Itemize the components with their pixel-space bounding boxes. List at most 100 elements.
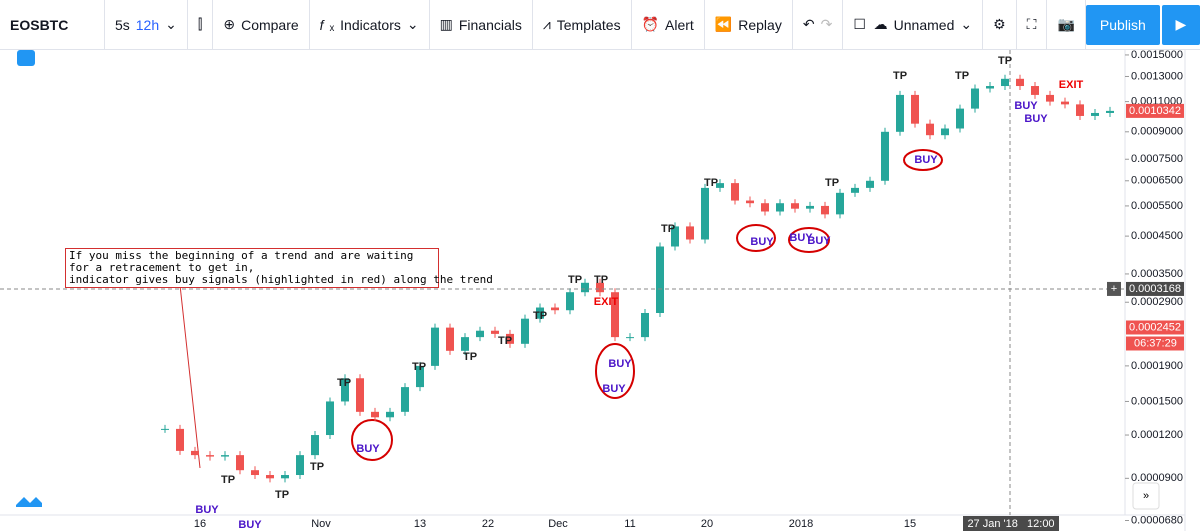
signal-tp: TP bbox=[704, 177, 718, 189]
button[interactable]: ⩘ Templates bbox=[533, 0, 632, 50]
other-price-label: 0.0002452 bbox=[1129, 321, 1181, 333]
last-price-label: 0.0010342 bbox=[1129, 105, 1181, 117]
candle bbox=[296, 455, 304, 476]
publish[interactable]: Publish bbox=[1085, 4, 1160, 45]
y-tick-label: 0.0003500 bbox=[1131, 268, 1183, 280]
candle bbox=[791, 203, 799, 209]
candle bbox=[986, 86, 994, 89]
annotation-line: If you miss the beginning of a trend and… bbox=[69, 249, 414, 262]
candle bbox=[191, 450, 199, 456]
candle bbox=[851, 187, 859, 193]
y-tick-label: 0.0001500 bbox=[1131, 395, 1183, 407]
candle bbox=[881, 131, 889, 181]
plus: + bbox=[1111, 283, 1117, 295]
signal-tp: TP bbox=[337, 377, 351, 389]
chart: » 0.00150000.00130000.00110000.00090000.… bbox=[0, 50, 1186, 531]
candle bbox=[446, 327, 454, 351]
fullscreen[interactable]: ⛶ bbox=[1017, 0, 1048, 50]
candle bbox=[641, 312, 649, 338]
crosshair-date-tag bbox=[963, 516, 1059, 531]
candle bbox=[761, 203, 769, 212]
signal-tp: TP bbox=[275, 489, 289, 501]
candle bbox=[1106, 110, 1114, 113]
button[interactable]: ⏪ Replay bbox=[705, 0, 793, 50]
signal-tp: TP bbox=[594, 274, 608, 286]
x-tick-label: 13 bbox=[414, 518, 426, 530]
settings[interactable]: ⚙ bbox=[983, 0, 1017, 50]
signal-tp: TP bbox=[825, 177, 839, 189]
y-tick-label: 0.0009000 bbox=[1131, 126, 1183, 138]
y-tick-label: 0.0005500 bbox=[1131, 200, 1183, 212]
candle bbox=[926, 123, 934, 136]
y-tick-label: 0.0015000 bbox=[1131, 50, 1183, 61]
button[interactable]: ▥ Financials bbox=[430, 0, 533, 50]
button[interactable]: ⊕ Compare bbox=[213, 0, 310, 50]
symbol[interactable]: EOSBTC bbox=[0, 0, 105, 50]
signal-buy: BUY bbox=[1014, 100, 1038, 112]
candle bbox=[836, 192, 844, 215]
signal-tp: TP bbox=[221, 474, 235, 486]
candle bbox=[611, 292, 619, 338]
candle bbox=[431, 327, 439, 366]
chart-style[interactable]: ⫿ bbox=[188, 0, 214, 50]
signal-buy: BUY bbox=[789, 232, 813, 244]
annotation: If you miss the beginning of a trend and… bbox=[65, 248, 493, 288]
scroll-icon: » bbox=[1143, 490, 1149, 502]
candle bbox=[551, 307, 559, 311]
candle bbox=[596, 282, 604, 293]
play[interactable]: ▶ bbox=[1161, 4, 1200, 45]
candle bbox=[1001, 78, 1009, 87]
arrow bbox=[179, 284, 201, 469]
intervals: 5s 12h ⌄ bbox=[105, 0, 188, 50]
candle bbox=[746, 200, 754, 204]
crosshair-plus bbox=[1107, 281, 1121, 296]
y-tick-label: 0.0013000 bbox=[1131, 70, 1183, 82]
signal-tp: TP bbox=[955, 70, 969, 82]
candle bbox=[251, 470, 259, 476]
undo-redo[interactable]: ↶ ↷ bbox=[793, 0, 844, 50]
layout[interactable]: ☐ ☁ Unnamed ⌄ bbox=[843, 0, 984, 50]
candle bbox=[206, 455, 214, 457]
annotation-line: indicator gives buy signals (highlighted… bbox=[69, 273, 493, 286]
candle bbox=[806, 205, 814, 209]
candle bbox=[671, 226, 679, 247]
button[interactable]: ⏰ Alert bbox=[632, 0, 705, 50]
signal-exit: EXIT bbox=[594, 296, 619, 308]
signal-buy: BUY bbox=[750, 236, 774, 248]
candle bbox=[536, 307, 544, 319]
signal-exit: EXIT bbox=[1059, 79, 1084, 91]
interval[interactable]: 12h bbox=[135, 16, 160, 33]
x-tick-label: 22 bbox=[482, 518, 494, 530]
interval[interactable]: 5s bbox=[114, 16, 130, 33]
y-tick-label: 0.0004500 bbox=[1131, 230, 1183, 242]
candle bbox=[491, 330, 499, 334]
candle bbox=[311, 435, 319, 456]
candle bbox=[341, 378, 349, 402]
crosshair-date: 27 Jan '18 12:00 bbox=[967, 518, 1054, 530]
x-tick-label: 16 bbox=[194, 518, 206, 530]
logo[interactable] bbox=[17, 50, 35, 66]
candle bbox=[371, 411, 379, 418]
candle bbox=[686, 226, 694, 240]
signal-buy: BUY bbox=[602, 383, 626, 395]
signal-tp: TP bbox=[463, 351, 477, 363]
signal-tp: TP bbox=[661, 223, 675, 235]
candle bbox=[386, 411, 394, 418]
candle bbox=[1091, 112, 1099, 116]
y-tick-label: 0.0000900 bbox=[1131, 472, 1183, 484]
signal-buy: BUY bbox=[914, 154, 938, 166]
snapshot[interactable]: 📷 bbox=[1047, 0, 1086, 50]
scroll-button[interactable] bbox=[1132, 482, 1160, 510]
candle bbox=[776, 203, 784, 212]
countdown-tag bbox=[1126, 336, 1184, 351]
y-tick-label: 0.0001900 bbox=[1131, 360, 1183, 372]
candle bbox=[176, 428, 184, 451]
crosshair-price-tag bbox=[1126, 281, 1184, 296]
candle bbox=[566, 292, 574, 311]
candle bbox=[701, 187, 709, 240]
highlights bbox=[351, 149, 943, 461]
signal-tp: TP bbox=[310, 461, 324, 473]
